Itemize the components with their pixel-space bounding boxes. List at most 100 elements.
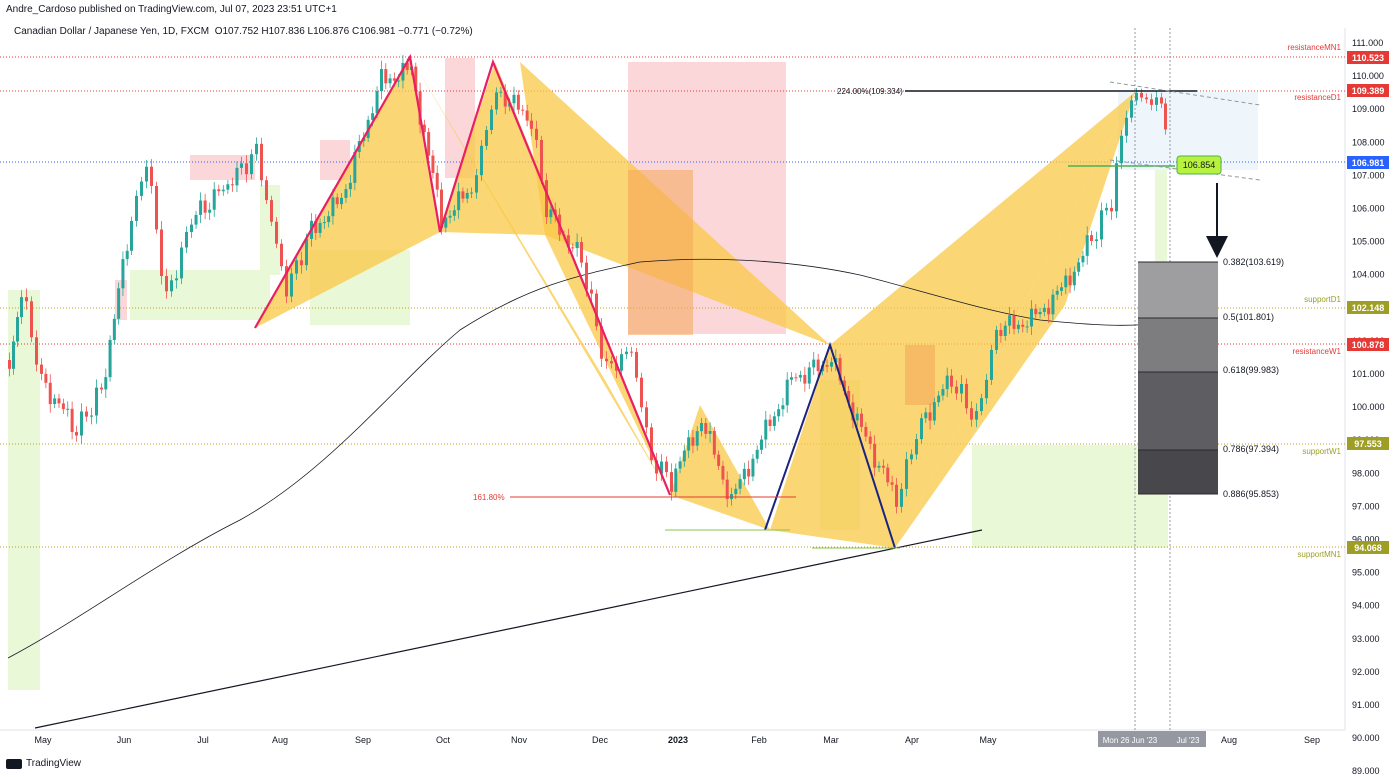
time-axis[interactable]: May Jun Jul Aug Sep Oct Nov Dec 2023 Feb Mar Apr May… — [34, 735, 1320, 745]
candle-body — [422, 124, 426, 133]
symbol-name[interactable]: Canadian Dollar / Japanese Yen, 1D, FXCM — [14, 26, 210, 37]
candle-body — [1008, 315, 1012, 326]
candle-body — [117, 288, 121, 319]
time-tick-label: Sep — [1304, 735, 1320, 745]
extension-224-label: 224.00%(109.334) — [837, 87, 903, 96]
time-tick-label: Apr — [905, 735, 919, 745]
support-segments — [665, 165, 1175, 549]
svg-text:supportW1: supportW1 — [1302, 447, 1341, 456]
candle-body — [180, 247, 183, 279]
candle-body — [955, 386, 958, 394]
candle-body — [825, 365, 829, 367]
candle-body — [985, 379, 988, 399]
candle-body — [155, 185, 158, 230]
candle-body — [695, 431, 699, 446]
zigzag-red — [254, 53, 672, 496]
price-tick-label: 93.000 — [1352, 634, 1380, 644]
extension-161-label: 161.80% — [473, 493, 505, 502]
candle-body — [8, 360, 11, 369]
candle-body — [305, 238, 308, 266]
candle-body — [1140, 92, 1143, 98]
candle-body — [121, 259, 125, 289]
candle-body — [838, 358, 842, 381]
time-tick-label: Nov — [511, 735, 528, 745]
candle-body — [999, 329, 1003, 336]
candle-body — [881, 465, 885, 468]
candle-body — [160, 229, 163, 277]
candle-body — [625, 351, 628, 355]
candle-body — [150, 166, 153, 186]
price-tick-label: 97.000 — [1352, 501, 1380, 511]
candle-body — [199, 200, 203, 215]
candle-body — [747, 468, 751, 477]
candle-body — [48, 382, 52, 405]
svg-text:110.523: 110.523 — [1352, 53, 1384, 63]
candle-body — [915, 439, 918, 455]
candle-body — [1047, 307, 1051, 315]
candle-body — [388, 78, 392, 84]
candle-body — [1064, 275, 1068, 288]
candle-body — [777, 409, 781, 417]
price-tick-label: 89.000 — [1352, 766, 1380, 776]
candle-body — [290, 273, 293, 297]
candle-body — [375, 91, 379, 114]
candle-body — [886, 467, 890, 483]
candle-body — [348, 182, 352, 190]
candle-body — [30, 301, 33, 338]
candle-body — [655, 460, 658, 474]
candle-body — [140, 181, 143, 196]
brand-label: TradingView — [26, 758, 82, 769]
fib-label: 0.618(99.983) — [1223, 365, 1279, 375]
candle-body — [135, 195, 138, 221]
candle-body — [1051, 294, 1055, 315]
candle-body — [790, 377, 793, 380]
candle-body — [924, 412, 928, 419]
time-tick-label: Mar — [823, 735, 839, 745]
candle-body — [16, 317, 19, 342]
candle-body — [830, 362, 833, 367]
candle-body — [240, 163, 243, 168]
candle-body — [125, 250, 129, 260]
price-axis[interactable]: 111.000 110.000 109.000 108.000 107.000 106.0… — [1352, 38, 1385, 776]
candle-body — [937, 395, 941, 403]
svg-text:supportMN1: supportMN1 — [1297, 550, 1341, 559]
candle-body — [322, 222, 326, 224]
candle-body — [590, 289, 593, 294]
candle-body — [371, 113, 375, 120]
candle-body — [435, 172, 439, 190]
candle-body — [465, 192, 469, 199]
candle-body — [70, 408, 74, 433]
candle-body — [108, 339, 112, 378]
candle-body — [772, 416, 776, 426]
candle-body — [85, 411, 88, 417]
candle-body — [571, 247, 575, 249]
candle-body — [630, 351, 633, 353]
candle-body — [335, 197, 339, 205]
candle-body — [928, 412, 932, 421]
time-tick-label: Feb — [751, 735, 767, 745]
candle-body — [691, 437, 695, 446]
price-tick-label: 111.000 — [1352, 38, 1383, 48]
candle-body — [344, 189, 348, 198]
candle-body — [470, 192, 473, 194]
svg-text:102.148: 102.148 — [1352, 303, 1385, 313]
candle-body — [265, 180, 268, 201]
candle-body — [890, 482, 894, 485]
candle-body — [75, 432, 78, 436]
candle-body — [217, 189, 221, 192]
candle-body — [610, 361, 613, 364]
candle-body — [475, 175, 478, 193]
time-tick-label: Oct — [436, 735, 451, 745]
candle-body — [525, 110, 529, 121]
candle-body — [130, 220, 133, 251]
price-tick-label: 107.000 — [1352, 170, 1385, 180]
candle-body — [414, 66, 418, 92]
candle-body — [960, 384, 963, 394]
candle-body — [965, 384, 968, 409]
price-tick-label: 95.000 — [1352, 568, 1380, 578]
candle-body — [645, 407, 648, 428]
candle-body — [1030, 308, 1033, 327]
time-tick-label: May — [979, 735, 997, 745]
svg-text:94.068: 94.068 — [1354, 543, 1382, 553]
